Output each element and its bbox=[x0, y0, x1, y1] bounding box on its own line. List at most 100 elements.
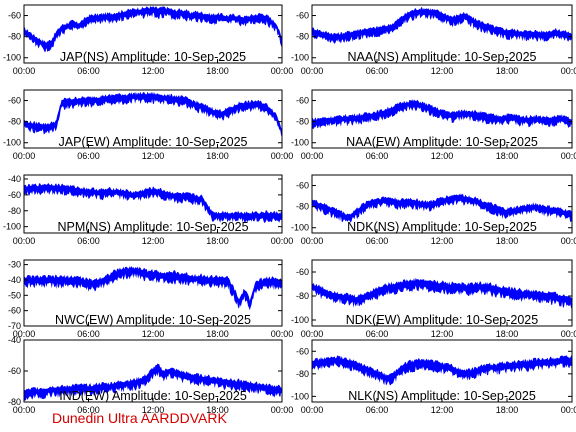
x-tick-label: 06:00 bbox=[77, 236, 100, 246]
y-tick-label: -40 bbox=[8, 335, 21, 345]
x-tick-label: 06:00 bbox=[366, 151, 389, 161]
x-tick-label: 18:00 bbox=[206, 66, 229, 76]
x-tick-label: 00:00 bbox=[271, 405, 294, 415]
series-band bbox=[312, 99, 572, 129]
x-tick-label: 00:00 bbox=[13, 329, 36, 339]
y-tick-label: -60 bbox=[296, 181, 309, 191]
y-tick-label: -100 bbox=[291, 138, 309, 148]
chart-panel: -100 -80 -60 00:00 06:00 12:00 18:00 00:00 JAP(N… bbox=[3, 4, 294, 76]
y-tick-label: -100 bbox=[291, 223, 309, 233]
y-tick-label: -60 bbox=[296, 267, 309, 277]
y-tick-label: -80 bbox=[296, 291, 309, 301]
chart-title: JAP(EW) Amplitude: 10-Sep-2025 bbox=[59, 135, 248, 149]
chart-title: NDK(NS) Amplitude: 10-Sep-2025 bbox=[347, 220, 537, 234]
x-tick-label: 12:00 bbox=[431, 236, 454, 246]
x-tick-label: 18:00 bbox=[496, 151, 519, 161]
x-tick-label: 00:00 bbox=[301, 329, 324, 339]
chart-panel: -100 -80 -60 00:00 06:00 12:00 18:00 00:00 JAP(E… bbox=[3, 89, 294, 161]
y-tick-label: -80 bbox=[296, 202, 309, 212]
y-tick-label: -60 bbox=[8, 366, 21, 376]
y-tick-label: -80 bbox=[296, 117, 309, 127]
x-tick-label: 18:00 bbox=[496, 236, 519, 246]
chart-title: NDK(EW) Amplitude: 10-Sep-2025 bbox=[346, 313, 538, 327]
x-tick-label: 12:00 bbox=[431, 66, 454, 76]
series-band bbox=[24, 183, 282, 223]
chart-panel: -70 -60 -50 -40 -30 00:00 06:00 12:00 18:00 00:00… bbox=[8, 259, 293, 339]
y-tick-label: -60 bbox=[8, 96, 21, 106]
series-line bbox=[312, 196, 572, 218]
y-tick-label: -80 bbox=[8, 117, 21, 127]
x-tick-label: 18:00 bbox=[206, 329, 229, 339]
series-line bbox=[24, 95, 282, 133]
chart-title: NPM(NS) Amplitude: 10-Sep-2025 bbox=[57, 220, 248, 234]
series-line bbox=[24, 270, 282, 305]
x-tick-label: 12:00 bbox=[142, 329, 165, 339]
x-tick-label: 00:00 bbox=[271, 66, 294, 76]
x-tick-label: 06:00 bbox=[366, 236, 389, 246]
x-tick-label: 00:00 bbox=[301, 151, 324, 161]
x-tick-label: 06:00 bbox=[77, 405, 100, 415]
y-tick-label: -100 bbox=[3, 222, 21, 232]
x-tick-label: 00:00 bbox=[13, 66, 36, 76]
series-band bbox=[312, 6, 572, 44]
credit-label: Dunedin Ultra AARDDVARK bbox=[52, 410, 227, 426]
y-tick-label: -80 bbox=[296, 32, 309, 42]
x-tick-label: 18:00 bbox=[206, 151, 229, 161]
chart-panel: -100 -80 -60 -40 00:00 06:00 12:00 18:00 00:00 NP… bbox=[3, 174, 293, 246]
series-band bbox=[24, 91, 282, 137]
y-tick-label: -80 bbox=[8, 206, 21, 216]
y-tick-label: -100 bbox=[3, 138, 21, 148]
y-tick-label: -80 bbox=[8, 397, 21, 407]
y-tick-label: -100 bbox=[291, 315, 309, 325]
x-tick-label: 18:00 bbox=[496, 405, 519, 415]
x-tick-label: 12:00 bbox=[142, 66, 165, 76]
x-tick-label: 00:00 bbox=[561, 405, 576, 415]
x-tick-label: 12:00 bbox=[142, 405, 165, 415]
x-tick-label: 18:00 bbox=[206, 405, 229, 415]
x-tick-label: 18:00 bbox=[496, 329, 519, 339]
x-tick-label: 00:00 bbox=[561, 66, 576, 76]
x-tick-label: 00:00 bbox=[271, 236, 294, 246]
series-band bbox=[312, 193, 572, 223]
y-tick-label: -100 bbox=[291, 391, 309, 401]
y-tick-label: -60 bbox=[8, 11, 21, 21]
x-tick-label: 12:00 bbox=[431, 405, 454, 415]
y-tick-label: -60 bbox=[8, 306, 21, 316]
y-tick-label: -100 bbox=[3, 53, 21, 63]
x-tick-label: 00:00 bbox=[13, 151, 36, 161]
x-tick-label: 00:00 bbox=[301, 66, 324, 76]
chart-title: NWC(EW) Amplitude: 10-Sep-2025 bbox=[55, 313, 251, 327]
y-tick-label: -60 bbox=[296, 346, 309, 356]
chart-title: NAA(EW) Amplitude: 10-Sep-2025 bbox=[346, 135, 538, 149]
y-tick-label: -80 bbox=[296, 369, 309, 379]
x-tick-label: 18:00 bbox=[496, 66, 519, 76]
chart-panel: -100 -80 -60 00:00 06:00 12:00 18:00 00:00 NDK(E… bbox=[291, 259, 576, 339]
series-line bbox=[24, 186, 282, 217]
chart-title: NAA(NS) Amplitude: 10-Sep-2025 bbox=[348, 50, 537, 64]
x-tick-label: 00:00 bbox=[561, 151, 576, 161]
x-tick-label: 12:00 bbox=[431, 329, 454, 339]
y-tick-label: -80 bbox=[8, 32, 21, 42]
series-band bbox=[24, 6, 282, 52]
chart-title: NLK(NS) Amplitude: 10-Sep-2025 bbox=[348, 389, 536, 403]
x-tick-label: 12:00 bbox=[142, 236, 165, 246]
x-tick-label: 00:00 bbox=[271, 151, 294, 161]
y-tick-label: -50 bbox=[8, 290, 21, 300]
series-band bbox=[312, 355, 572, 386]
y-tick-label: -60 bbox=[8, 190, 21, 200]
x-tick-label: 00:00 bbox=[13, 405, 36, 415]
series-line bbox=[24, 9, 282, 46]
chart-title: IND(EW) Amplitude: 10-Sep-2025 bbox=[59, 389, 247, 403]
x-tick-label: 06:00 bbox=[77, 151, 100, 161]
series-line bbox=[312, 282, 572, 302]
x-tick-label: 00:00 bbox=[561, 329, 576, 339]
x-tick-label: 00:00 bbox=[561, 236, 576, 246]
x-tick-label: 06:00 bbox=[366, 405, 389, 415]
y-tick-label: -60 bbox=[296, 96, 309, 106]
series-line bbox=[312, 359, 572, 379]
y-tick-label: -40 bbox=[8, 275, 21, 285]
chart-panel: -100 -80 -60 00:00 06:00 12:00 18:00 00:00 NAA(N… bbox=[291, 4, 576, 76]
series-band bbox=[312, 277, 572, 310]
y-tick-label: -60 bbox=[296, 11, 309, 21]
